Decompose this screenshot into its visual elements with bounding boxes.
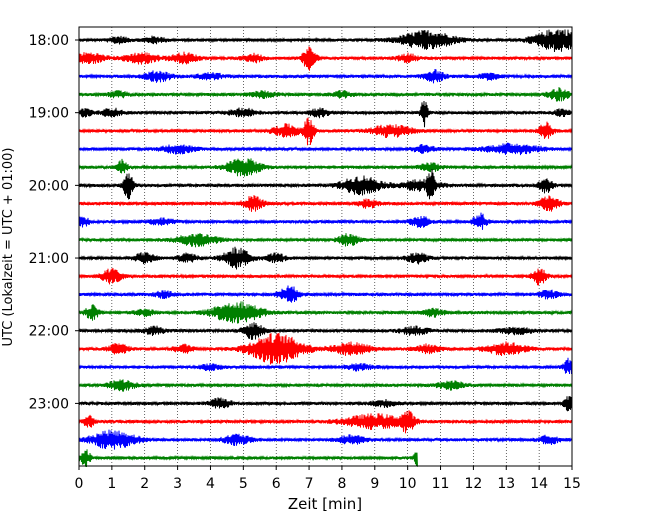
plot-frame: [78, 26, 573, 467]
seismogram-trace: [78, 68, 573, 84]
seismogram-trace: [78, 429, 573, 450]
x-tick-label: 5: [239, 476, 248, 492]
y-axis-label: UTC (Lokalzeit = UTC + 01:00): [1, 148, 16, 347]
y-tick-label: 20:00: [29, 178, 69, 194]
seismogram-trace: [78, 101, 573, 128]
seismogram-trace: [78, 46, 573, 71]
seismogram-trace: [78, 142, 573, 156]
seismogram-trace: [78, 212, 573, 230]
seismogram-trace: [78, 195, 573, 212]
y-axis: 18:00 19:00 20:00 21:00 22:00 23:00: [29, 33, 79, 412]
seismogram-trace: [78, 333, 573, 365]
x-tick-label: 15: [563, 476, 581, 492]
seismogram-trace: [78, 449, 418, 468]
x-tick-label: 10: [399, 476, 417, 492]
seismogram-trace: [78, 232, 573, 248]
y-tick-label: 19:00: [29, 106, 69, 122]
seismogram-trace: [78, 396, 573, 412]
seismogram-trace: [78, 285, 573, 303]
y-tick-label: 22:00: [29, 324, 69, 340]
seismogram-trace: [78, 117, 573, 146]
seismogram-trace: [78, 246, 573, 270]
x-tick-label: 0: [75, 476, 84, 492]
y-tick-label: 21:00: [29, 251, 69, 267]
x-tick-label: 14: [530, 476, 548, 492]
seismogram-trace: [78, 357, 573, 375]
x-tick-label: 9: [370, 476, 379, 492]
x-tick-label: 2: [140, 476, 149, 492]
x-axis: 0 1 2 3 4 5 6 7 8 9 10 11 12 13 14 15: [75, 466, 581, 492]
x-tick-label: 13: [497, 476, 515, 492]
seismogram-trace: [78, 169, 573, 200]
seismogram-trace: [78, 410, 573, 434]
seismogram-trace: [78, 158, 573, 177]
x-tick-label: 7: [305, 476, 314, 492]
y-tick-label: 18:00: [29, 33, 69, 49]
x-tick-label: 6: [272, 476, 281, 492]
x-tick-label: 8: [337, 476, 346, 492]
x-tick-label: 3: [173, 476, 182, 492]
seismogram-trace: [78, 268, 573, 286]
x-gridlines: [111, 27, 540, 466]
y-tick-label: 23:00: [29, 396, 69, 412]
seismogram-trace: [78, 322, 573, 340]
seismogram-trace: [78, 87, 573, 102]
x-tick-label: 11: [432, 476, 450, 492]
trace-layer: [78, 29, 573, 468]
seismogram-trace: [78, 301, 573, 324]
x-axis-label: Zeit [min]: [288, 495, 362, 513]
x-tick-label: 4: [206, 476, 215, 492]
x-tick-label: 12: [464, 476, 482, 492]
seismogram-trace: [78, 379, 573, 392]
seismogram-trace: [78, 29, 573, 53]
x-tick-label: 1: [107, 476, 116, 492]
